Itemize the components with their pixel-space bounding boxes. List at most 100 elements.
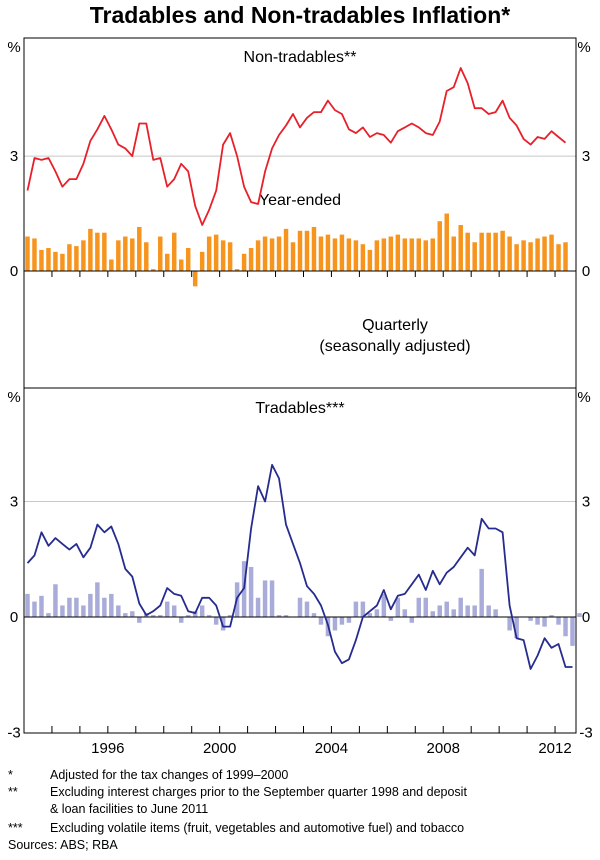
tr-quarterly-bar xyxy=(374,609,380,617)
tr-quarterly-bar xyxy=(60,605,65,617)
nt-quarterly-bar xyxy=(374,240,380,271)
nt-quarterly-bar xyxy=(346,238,352,271)
footnote-1-text: Adjusted for the tax changes of 1999–200… xyxy=(50,768,289,782)
tr-quarterly-bar xyxy=(465,605,470,617)
tr-quarterly-bar xyxy=(74,597,79,617)
nt-quarterly-bar xyxy=(360,244,366,271)
tr-quarterly-bar xyxy=(227,615,233,617)
tr-quarterly-bar xyxy=(493,609,498,617)
nt-quarterly-bar xyxy=(116,240,121,271)
nt-quarterly-bar xyxy=(388,236,394,271)
nt-quarterly-bar xyxy=(199,251,205,271)
tr-quarterly-bar xyxy=(528,617,533,621)
nt-quarterly-bar xyxy=(444,213,449,271)
tr-quarterly-bar xyxy=(137,617,142,623)
nt-ytick-left: 0 xyxy=(10,263,18,280)
nt-quarterly-bar xyxy=(165,253,170,271)
nt-quarterly-bar xyxy=(416,238,422,271)
tr-quarterly-bar xyxy=(95,582,100,617)
nt-ytick-right: 3 xyxy=(582,148,590,165)
tr-ytick-right: -3 xyxy=(579,725,592,742)
chart-title: Tradables and Non-tradables Inflation* xyxy=(89,2,511,28)
footnote-3-mark: *** xyxy=(8,821,23,835)
tr-quarterly-bar xyxy=(570,617,575,646)
nt-quarterly-bar xyxy=(88,228,93,271)
nt-quarterly-bar xyxy=(556,244,561,271)
tr-quarterly-bar xyxy=(339,617,345,625)
nt-year-ended-line xyxy=(26,67,567,226)
footnote-3-text: Excluding volatile items (fruit, vegetab… xyxy=(50,821,465,835)
footnote-2-mark: ** xyxy=(8,785,18,799)
tr-quarterly-bar xyxy=(283,615,289,617)
nt-quarterly-bar xyxy=(528,242,533,271)
nt-quarterly-bar xyxy=(192,271,198,287)
tr-quarterly-bar xyxy=(395,597,401,617)
tr-quarterly-bar xyxy=(32,601,37,617)
nt-quarterly-bar xyxy=(409,238,415,271)
nt-quarterly-bar xyxy=(234,269,240,271)
tr-quarterly-bar xyxy=(171,605,177,617)
nt-quarterly-bar xyxy=(144,242,149,271)
tr-quarterly-bar xyxy=(514,617,519,639)
tr-quarterly-bar xyxy=(220,617,226,631)
nt-quarterly-bar xyxy=(158,236,163,271)
nt-quarterly-bar xyxy=(206,236,212,271)
tr-quarterly-bar xyxy=(444,601,449,617)
tr-quarterly-bar xyxy=(563,617,568,637)
nt-quarterly-bar xyxy=(339,234,345,271)
tr-ytick-left: -3 xyxy=(7,725,20,742)
tr-quarterly-bar xyxy=(577,613,582,617)
nt-quarterly-bar xyxy=(458,225,463,271)
tr-quarterly-bar xyxy=(304,601,310,617)
tr-quarterly-bar xyxy=(381,593,387,617)
tr-quarterly-bar xyxy=(451,609,456,617)
tr-quarterly-bar xyxy=(311,613,317,617)
label-quarterly: Quarterly xyxy=(362,317,428,334)
tr-quarterly-bar xyxy=(360,601,366,617)
nt-quarterly-bar xyxy=(542,236,547,271)
ylabel-right-non-tradables: % xyxy=(577,39,590,56)
nt-quarterly-bar xyxy=(325,234,331,271)
tr-quarterly-bar xyxy=(332,617,338,631)
nt-quarterly-bar xyxy=(290,242,296,271)
nt-quarterly-bar xyxy=(549,234,554,271)
sources-text: Sources: ABS; RBA xyxy=(8,838,118,852)
tr-quarterly-bar xyxy=(192,611,198,617)
nt-quarterly-bar xyxy=(500,230,505,271)
nt-quarterly-bar xyxy=(402,238,408,271)
tr-quarterly-bar xyxy=(472,605,477,617)
nt-quarterly-bar xyxy=(276,236,282,271)
tr-ytick-right: 0 xyxy=(582,609,590,626)
label-year-ended: Year-ended xyxy=(259,192,341,209)
tr-quarterly-bar xyxy=(46,613,51,617)
tr-quarterly-bar xyxy=(367,613,373,617)
xtick-label: 2008 xyxy=(427,740,460,757)
tr-quarterly-bar xyxy=(255,597,261,617)
nt-quarterly-bar xyxy=(102,232,107,271)
nt-quarterly-bar xyxy=(109,259,114,271)
nt-ytick-left: 3 xyxy=(10,148,18,165)
tr-quarterly-bar xyxy=(416,597,422,617)
tr-quarterly-bar xyxy=(81,605,86,617)
tr-quarterly-bar xyxy=(151,615,156,617)
nt-quarterly-bar xyxy=(423,240,429,271)
nt-quarterly-bar xyxy=(46,248,51,271)
nt-quarterly-bar xyxy=(220,240,226,271)
tr-quarterly-bar xyxy=(158,615,163,617)
tr-ytick-left: 3 xyxy=(10,494,18,511)
nt-quarterly-bar xyxy=(262,236,268,271)
tr-quarterly-bar xyxy=(423,597,429,617)
tr-quarterly-bar xyxy=(206,615,212,617)
nt-quarterly-bar xyxy=(472,242,477,271)
nt-quarterly-bar xyxy=(535,238,540,271)
nt-quarterly-bar xyxy=(332,238,338,271)
nt-quarterly-bar xyxy=(311,226,317,271)
tr-quarterly-bar xyxy=(88,593,93,617)
tr-quarterly-bar xyxy=(39,595,44,617)
tr-year-ended-line xyxy=(26,463,573,670)
xtick-label: 2000 xyxy=(203,740,236,757)
nt-quarterly-bar xyxy=(25,236,30,271)
tr-quarterly-bar xyxy=(409,617,415,623)
nt-quarterly-bar xyxy=(39,249,44,271)
nt-quarterly-bar xyxy=(507,236,512,271)
